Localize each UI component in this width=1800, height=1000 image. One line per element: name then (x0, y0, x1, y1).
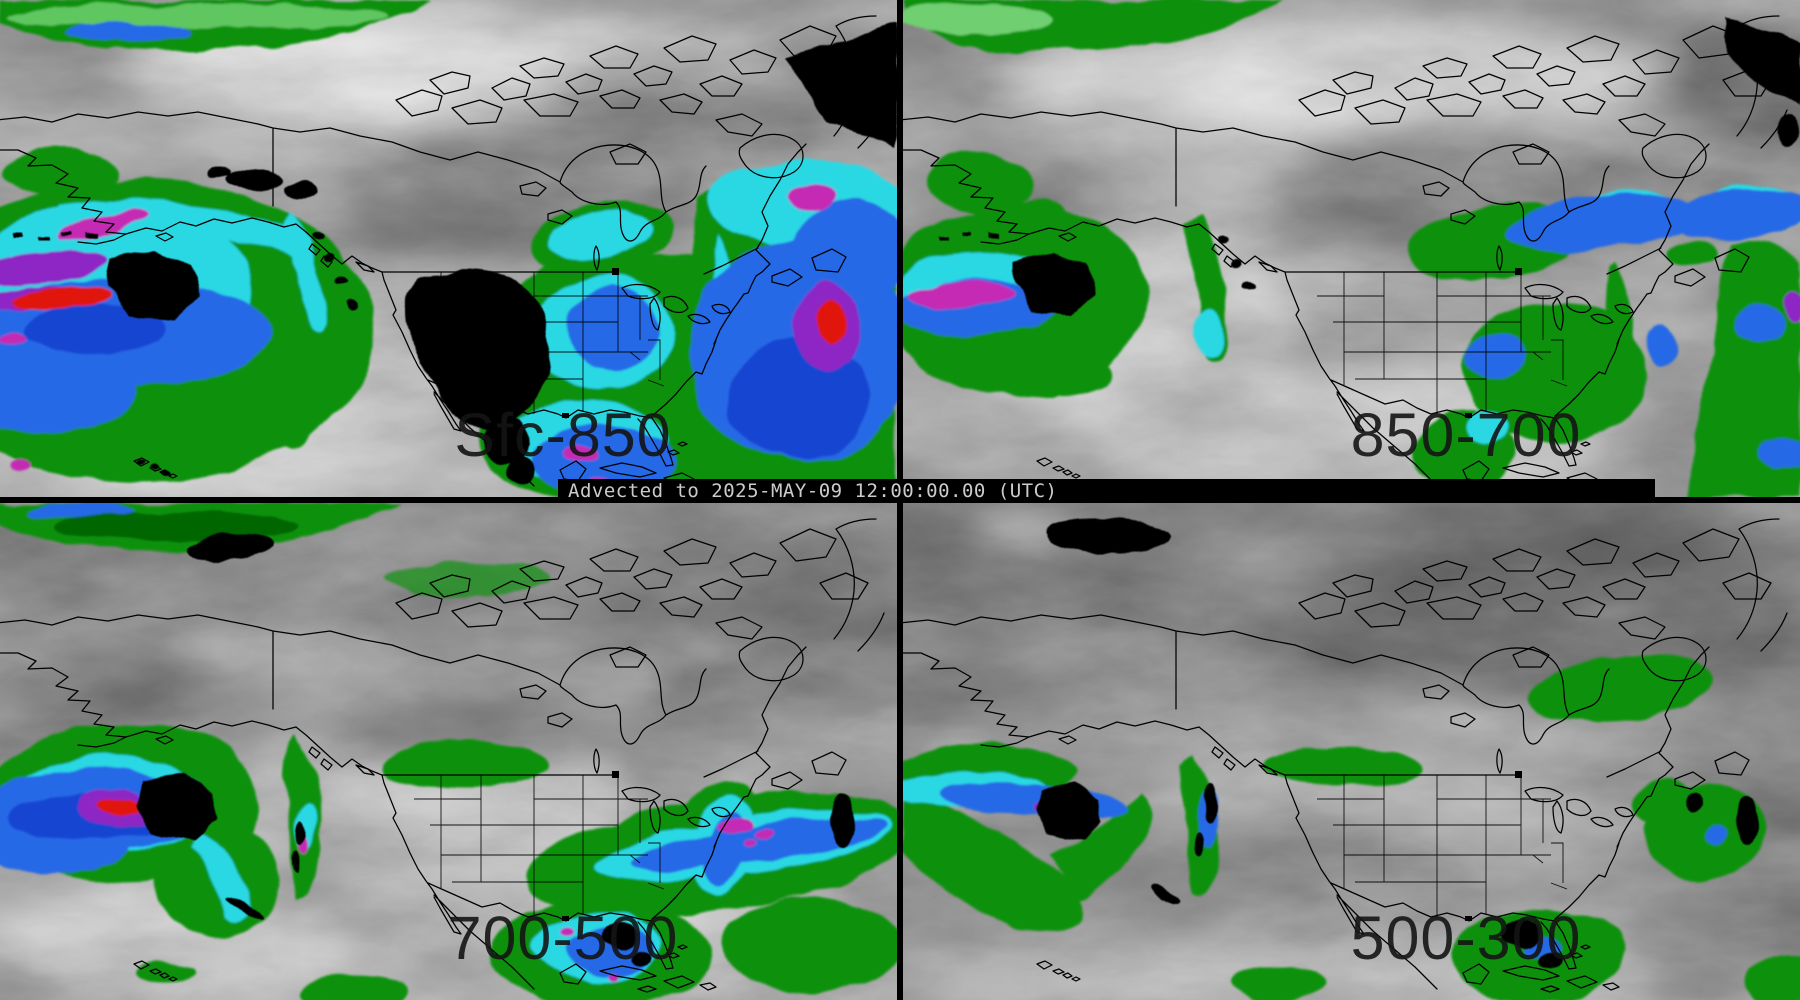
panel-850-700: 850-700 (903, 0, 1800, 497)
panel-sfc-850: Sfc-850 (0, 0, 897, 497)
satellite-map-sfc-850 (0, 0, 897, 497)
panel-500-300: 500-300 (903, 503, 1800, 1000)
satellite-map-700-500 (0, 503, 897, 1000)
timestamp-bar: Advected to 2025-MAY-09 12:00:00.00 (UTC… (558, 479, 1655, 503)
timestamp-text: Advected to 2025-MAY-09 12:00:00.00 (UTC… (568, 480, 1058, 502)
panel-700-500: 700-500 (0, 503, 897, 1000)
satellite-map-500-300 (903, 503, 1800, 1000)
satellite-map-850-700 (903, 0, 1800, 497)
